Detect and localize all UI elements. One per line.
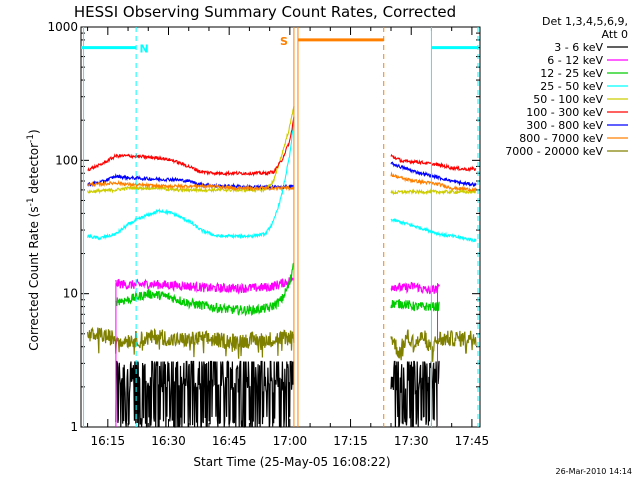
series-line — [87, 173, 295, 191]
flag-label: S — [280, 35, 288, 48]
plot-area: 1 10 100 1000 16:15 16:30 16:45 17:00 17:15 17:30… — [47, 20, 489, 448]
y-tick-label: 1000 — [47, 20, 78, 34]
y-tick-label: 10 — [63, 287, 78, 301]
series-7000-20000kev — [87, 326, 477, 362]
legend-label: 3 - 6 keV — [554, 41, 603, 54]
legend-label: 25 - 50 keV — [540, 80, 603, 93]
chart-title: HESSI Observing Summary Count Rates, Cor… — [74, 3, 456, 21]
legend-header-line: Det 1,3,4,5,6,9, — [542, 15, 628, 28]
series-line — [390, 329, 477, 362]
series-line — [390, 188, 477, 196]
y-tick-label: 100 — [55, 153, 78, 167]
flag-label: N — [140, 43, 149, 56]
series-line — [87, 106, 295, 195]
x-tick-label: 17:45 — [455, 434, 490, 448]
legend-label: 12 - 25 keV — [540, 67, 603, 80]
y-axis-label-superscript: -1 — [26, 197, 36, 206]
series-line — [390, 161, 477, 188]
series-line — [115, 360, 295, 428]
legend-label: 7000 - 20000 keV — [505, 145, 603, 158]
legend-label: 50 - 100 keV — [533, 93, 603, 106]
series-50-100kev — [87, 106, 477, 196]
series-6-12kev — [115, 276, 440, 295]
x-axis-label: Start Time (25-May-05 16:08:22) — [193, 455, 390, 469]
y-axis-label-part: detector — [27, 143, 41, 198]
series-800-7000kev — [87, 171, 477, 193]
series-line — [87, 116, 295, 177]
series-100-300kev — [87, 116, 477, 177]
series-line — [390, 281, 440, 295]
y-tick-label: 1 — [70, 420, 78, 434]
x-tick-label: 16:45 — [212, 434, 247, 448]
y-axis-label-part: Corrected Count Rate (s — [27, 206, 41, 350]
legend-label: 100 - 300 keV — [526, 106, 603, 119]
series-300-800kev — [87, 161, 477, 191]
x-tick-label: 17:15 — [333, 434, 368, 448]
legend-label: 800 - 7000 keV — [519, 132, 603, 145]
series-line — [390, 218, 477, 243]
legend-label: 300 - 800 keV — [526, 119, 603, 132]
legend-label: 6 - 12 keV — [547, 54, 603, 67]
series-line — [390, 299, 440, 312]
series-line — [87, 326, 295, 359]
x-tick-label: 17:00 — [273, 434, 308, 448]
series-line — [390, 360, 440, 428]
timestamp: 26-Mar-2010 14:14 — [556, 467, 633, 476]
series-line — [115, 276, 295, 295]
legend-header-line: Att 0 — [602, 28, 628, 41]
y-axis-label: Corrected Count Rate (s-1 detector-1) — [26, 129, 41, 350]
series-line — [390, 171, 477, 193]
series-line — [390, 153, 477, 173]
series-line — [115, 262, 295, 317]
series-3-6kev — [115, 360, 440, 428]
x-tick-label: 16:15 — [91, 434, 126, 448]
x-tick-label: 16:30 — [151, 434, 186, 448]
series-line — [87, 179, 295, 192]
y-axis-label-part: ) — [27, 129, 41, 134]
x-tick-label: 17:30 — [394, 434, 429, 448]
series-25-50kev — [87, 119, 477, 243]
y-axis-label-superscript: -1 — [26, 134, 36, 143]
series-line — [87, 119, 295, 241]
